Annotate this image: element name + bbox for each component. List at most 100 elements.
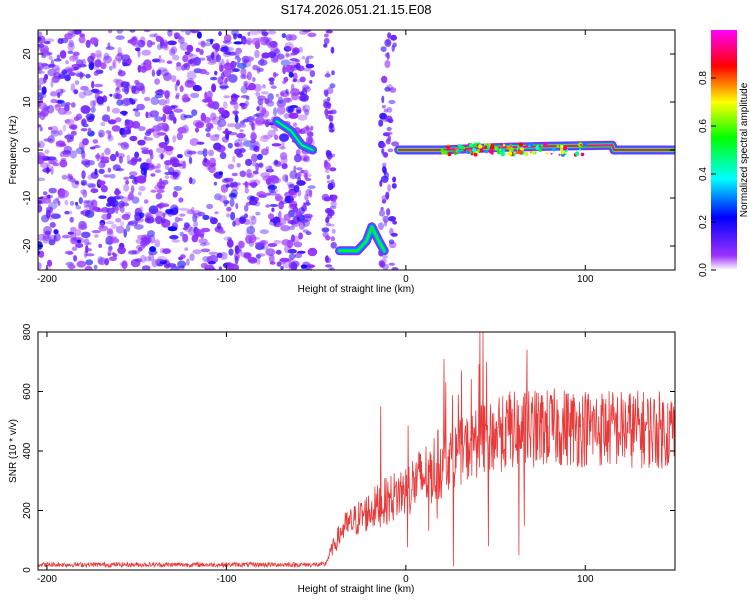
heatmap-cell xyxy=(53,229,59,235)
heatmap-cell xyxy=(72,51,80,56)
heatmap-cell xyxy=(183,114,194,119)
heatmap-cell xyxy=(240,215,246,220)
heatmap-cell xyxy=(96,53,102,60)
heatmap-cell xyxy=(288,183,296,188)
heatmap-cell xyxy=(302,84,310,90)
heatmap-cell xyxy=(137,139,146,146)
heatmap-cell xyxy=(61,69,68,75)
heatmap-cell xyxy=(209,216,214,221)
heatmap-cell xyxy=(118,200,125,208)
heatmap-cell xyxy=(108,201,115,206)
heatmap-cell xyxy=(98,160,106,169)
heatmap-cell xyxy=(207,61,217,65)
y-tick-label: 0 xyxy=(22,567,33,573)
heatmap-cell xyxy=(305,125,310,131)
heatmap-cell xyxy=(490,145,495,150)
heatmap-cell xyxy=(252,170,259,175)
heatmap-cell xyxy=(50,213,61,219)
heatmap-cell xyxy=(230,94,240,99)
heatmap-cell xyxy=(236,163,241,168)
colorbar-tick-label: 0.8 xyxy=(698,71,709,85)
heatmap-cell xyxy=(186,70,197,80)
heatmap-cell xyxy=(50,130,60,137)
heatmap-cell xyxy=(154,93,164,99)
heatmap-cell xyxy=(46,52,53,56)
heatmap-cell xyxy=(298,221,306,230)
heatmap-cell xyxy=(186,150,197,155)
heatmap-cell xyxy=(259,229,269,235)
heatmap-cell xyxy=(115,53,123,62)
heatmap-cell xyxy=(123,143,129,148)
heatmap-cell xyxy=(325,255,329,263)
heatmap-cell xyxy=(158,153,165,159)
heatmap-cell xyxy=(64,33,73,40)
heatmap-cell xyxy=(38,92,44,101)
heatmap-cell xyxy=(384,86,391,92)
heatmap-cell xyxy=(79,71,83,80)
heatmap-cell xyxy=(231,172,238,177)
heatmap-cell xyxy=(289,58,298,62)
heatmap-cell xyxy=(210,112,217,121)
heatmap-cell xyxy=(304,109,310,116)
heatmap-cell xyxy=(171,239,181,243)
heatmap-cell xyxy=(190,206,195,214)
heatmap-cell xyxy=(196,141,205,145)
heatmap-cell xyxy=(281,239,291,246)
x-tick-label: -100 xyxy=(216,274,236,285)
heatmap-cell xyxy=(103,55,112,64)
heatmap-cell xyxy=(81,170,86,180)
heatmap-cell xyxy=(116,30,124,34)
heatmap-cell xyxy=(177,260,187,268)
heatmap-cell xyxy=(133,224,144,230)
heatmap-cell xyxy=(302,104,311,113)
heatmap-cell xyxy=(138,185,146,192)
heatmap-cell xyxy=(161,69,169,77)
heatmap-cell xyxy=(240,67,247,77)
heatmap-cell xyxy=(43,195,52,201)
heatmap-cell xyxy=(223,95,230,99)
heatmap-cell xyxy=(232,181,238,188)
heatmap-cell xyxy=(262,134,273,139)
heatmap-cell xyxy=(286,105,294,114)
feature-band-low-band xyxy=(338,225,386,252)
heatmap-cell xyxy=(583,142,588,147)
heatmap-cell xyxy=(254,49,260,59)
heatmap-cell xyxy=(123,176,130,180)
heatmap-cell xyxy=(66,134,71,143)
heatmap-cell xyxy=(227,123,236,128)
heatmap-cell xyxy=(278,210,282,220)
heatmap-cell xyxy=(247,31,251,36)
heatmap-cell xyxy=(93,264,98,270)
heatmap-cell xyxy=(75,147,85,155)
heatmap-cell xyxy=(241,95,249,99)
heatmap-cell xyxy=(146,217,151,222)
y-tick-label: 10 xyxy=(22,96,33,108)
heatmap-cell xyxy=(159,259,168,265)
heatmap-cell xyxy=(202,256,210,263)
heatmap-cell xyxy=(244,100,250,107)
heatmap-cell xyxy=(222,101,228,109)
heatmap-cell xyxy=(41,214,50,223)
heatmap-cell xyxy=(86,199,96,206)
heatmap-cell xyxy=(273,128,279,132)
heatmap-cell xyxy=(154,116,163,122)
heatmap-cell xyxy=(74,180,79,185)
heatmap-cell xyxy=(249,215,256,221)
heatmap-cell xyxy=(327,209,335,217)
heatmap-cell xyxy=(388,239,395,244)
heatmap-cell xyxy=(59,143,67,147)
heatmap-cell xyxy=(57,92,61,99)
heatmap-cell xyxy=(112,61,117,70)
heatmap-cell xyxy=(38,31,43,37)
heatmap-cell xyxy=(468,149,472,153)
heatmap-cell xyxy=(176,35,183,40)
heatmap-cell xyxy=(80,189,87,195)
heatmap-cell xyxy=(38,204,43,213)
heatmap-cell xyxy=(129,135,138,142)
heatmap-cell xyxy=(151,58,161,63)
snr-panel: -200 -100 0 100 0 200 400 600 800 Height of str… xyxy=(8,323,676,595)
heatmap-cell xyxy=(206,132,211,138)
heatmap-cell xyxy=(61,234,71,239)
heatmap-cell xyxy=(275,249,282,255)
heatmap-cell xyxy=(392,176,397,183)
